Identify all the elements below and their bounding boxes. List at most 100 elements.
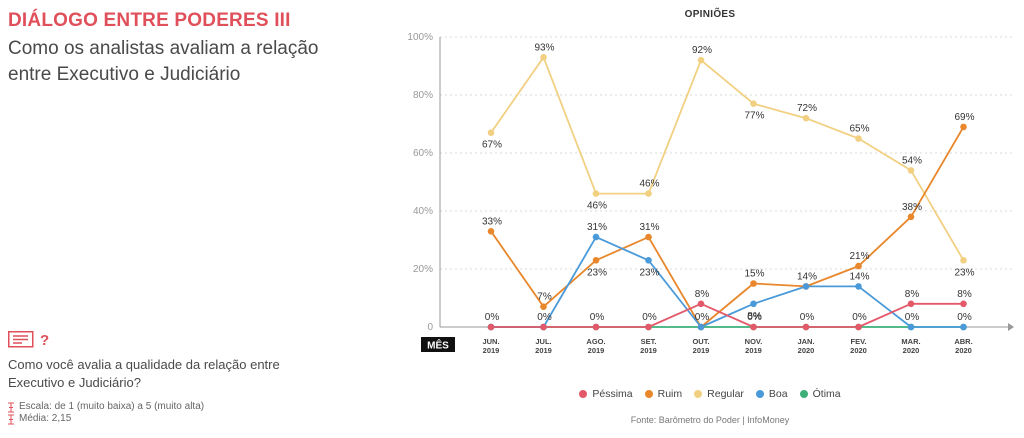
data-label: 31%	[639, 222, 659, 233]
data-label: 23%	[587, 267, 607, 278]
legend-label: Péssima	[592, 388, 633, 400]
data-point-pessima	[855, 323, 862, 331]
data-label: 23%	[639, 267, 659, 278]
data-label: 21%	[849, 251, 869, 262]
chart-data-labels: 67% 33% 0% 93% 7% 0% 46% 31% 23% 0% 46% 31% 23% 0% 92%…	[482, 42, 975, 323]
data-point-boa	[750, 300, 757, 308]
x-tick-label: 2020	[903, 346, 920, 355]
x-tick-label: 2019	[588, 346, 605, 355]
data-label: 54%	[902, 155, 922, 166]
x-tick-label: 2019	[693, 346, 710, 355]
y-tick-label: 60%	[413, 148, 433, 159]
data-point-regular	[907, 167, 915, 174]
data-label: 46%	[587, 201, 607, 212]
y-tick-label: 100%	[407, 32, 433, 43]
data-point-boa	[592, 233, 600, 241]
y-tick-label: 80%	[413, 90, 433, 101]
data-label: 69%	[954, 112, 974, 123]
range-icon	[8, 402, 14, 413]
data-label: 67%	[482, 140, 502, 151]
data-label: 77%	[744, 111, 764, 122]
x-tick-label: 2019	[745, 346, 762, 355]
data-label: 33%	[482, 216, 502, 227]
data-point-regular	[802, 114, 810, 122]
legend-item-ruim: Ruim	[644, 388, 683, 400]
x-tick-label: 2020	[955, 346, 972, 355]
range-icon	[8, 414, 14, 425]
data-point-boa	[960, 323, 967, 331]
left-panel: DIÁLOGO ENTRE PODERES III Como os analis…	[8, 0, 368, 438]
scale-note: Escala: de 1 (muito baixa) a 5 (muito al…	[8, 401, 204, 413]
legend-label: Ótima	[812, 388, 841, 400]
data-label: 65%	[849, 124, 869, 135]
data-label: 8%	[747, 311, 762, 322]
data-point-regular	[960, 257, 967, 264]
data-point-regular	[487, 129, 495, 136]
data-label: 14%	[849, 271, 869, 282]
data-point-ruim	[540, 303, 547, 311]
x-tick-label: JUN.	[482, 337, 499, 346]
chart-grid	[440, 36, 1012, 270]
chart-legend: Péssima Ruim Regular Boa Ótima	[560, 388, 860, 400]
series-line-boa	[491, 236, 964, 328]
data-point-ruim	[907, 213, 915, 221]
legend-item-pessima: Péssima	[579, 388, 633, 400]
source-note: Fonte: Barômetro do Poder | InfoMoney	[630, 415, 790, 425]
data-label: 7%	[537, 292, 552, 303]
chart-axes: 020%40%60%80%100%MÊS JUN.2019JUL.2019AGO.…	[407, 32, 1014, 355]
legend-swatch	[755, 390, 764, 398]
data-point-boa	[855, 283, 862, 290]
data-point-ruim	[750, 280, 757, 287]
legend-item-boa: Boa	[755, 388, 788, 400]
data-point-boa	[697, 323, 705, 331]
average-text: Média: 2,15	[19, 413, 72, 424]
page-title: Como os analistas avaliam a relação entr…	[8, 38, 319, 85]
chart-points	[487, 54, 967, 331]
x-tick-label: 2019	[535, 346, 552, 355]
data-point-ruim	[960, 123, 967, 131]
data-label: 72%	[797, 103, 817, 114]
legend-item-regular: Regular	[694, 388, 744, 400]
data-point-pessima	[802, 323, 810, 331]
data-point-pessima	[540, 323, 547, 331]
data-point-ruim	[487, 228, 495, 235]
x-tick-label: JUL.	[535, 337, 551, 346]
chart-title: OPINIÕES	[684, 9, 736, 20]
legend-swatch	[799, 390, 808, 398]
data-label: 8%	[957, 289, 972, 300]
x-axis-title-badge	[421, 337, 455, 352]
data-label: 0%	[590, 312, 605, 323]
data-point-boa	[802, 283, 810, 290]
legend-swatch	[579, 390, 588, 398]
data-point-ruim	[592, 257, 600, 264]
chart-lines	[490, 56, 965, 328]
legend-swatch	[644, 390, 653, 398]
survey-question-icon: ?	[8, 331, 49, 349]
data-point-ruim	[645, 233, 652, 241]
survey-notes: Escala: de 1 (muito baixa) a 5 (muito al…	[8, 401, 204, 425]
x-tick-label: 2019	[640, 346, 657, 355]
data-label: 93%	[534, 42, 554, 53]
data-point-ruim	[855, 262, 862, 270]
data-label: 31%	[587, 222, 607, 233]
x-tick-label: ABR.	[954, 337, 972, 346]
legend-label: Ruim	[657, 388, 683, 400]
data-point-regular	[645, 190, 652, 197]
data-label: 0%	[485, 312, 500, 323]
data-label: 14%	[797, 271, 817, 282]
data-label: 0%	[905, 312, 920, 323]
x-tick-label: 2020	[850, 346, 867, 355]
x-tick-label: MAR.	[901, 337, 920, 346]
series-kicker: DIÁLOGO ENTRE PODERES III	[8, 10, 291, 31]
data-point-regular	[855, 135, 862, 142]
data-label: 15%	[744, 269, 764, 280]
data-label: 38%	[902, 202, 922, 213]
legend-label: Boa	[768, 388, 788, 400]
x-axis-arrow	[1008, 323, 1014, 331]
y-tick-label: 0	[427, 322, 433, 333]
x-tick-label: OUT.	[692, 337, 709, 346]
legend-item-otima: Ótima	[799, 388, 841, 400]
data-point-boa	[645, 257, 652, 264]
legend-swatch	[694, 390, 703, 398]
data-point-pessima	[697, 300, 705, 308]
